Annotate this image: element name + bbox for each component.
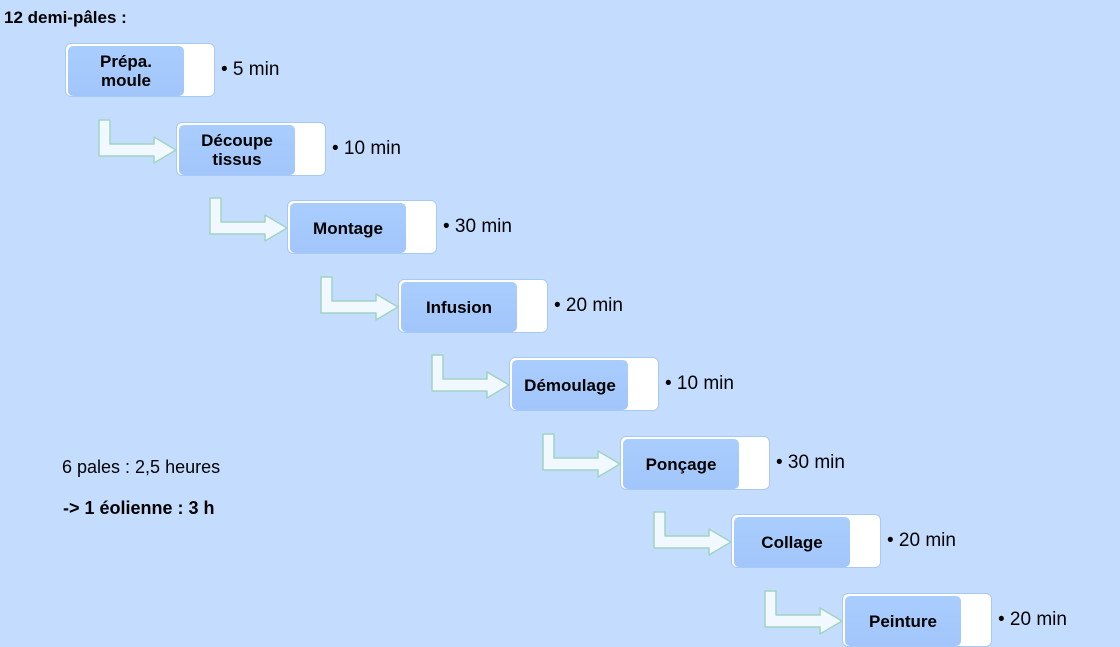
step-box: Découpe tissus	[176, 122, 326, 176]
bent-arrow-icon	[320, 276, 399, 321]
step-label: Montage	[290, 203, 406, 253]
step-label: Peinture	[845, 596, 961, 646]
step-box: Ponçage	[620, 436, 770, 490]
step-box: Collage	[731, 514, 881, 568]
step-label: Découpe tissus	[179, 125, 295, 175]
step-label: Infusion	[401, 282, 517, 332]
bent-arrow-icon	[98, 119, 177, 164]
step-duration: • 10 min	[665, 373, 734, 394]
step-box: Démoulage	[509, 357, 659, 411]
bent-arrow-icon	[542, 433, 621, 478]
step-duration: • 20 min	[887, 530, 956, 551]
step-box: Infusion	[398, 279, 548, 333]
bent-arrow-icon	[653, 511, 732, 556]
step-label: Ponçage	[623, 439, 739, 489]
step-duration: • 30 min	[776, 452, 845, 473]
step-duration: • 20 min	[998, 609, 1067, 630]
step-box: Montage	[287, 200, 437, 254]
bent-arrow-icon	[209, 197, 288, 242]
step-duration: • 10 min	[332, 138, 401, 159]
pales-time-note: 6 pales : 2,5 heures	[62, 457, 221, 477]
step-label: Collage	[734, 517, 850, 567]
step-box: Prépa. moule	[65, 43, 215, 97]
step-label: Prépa. moule	[68, 46, 184, 96]
diagram-title: 12 demi-pâles :	[4, 8, 127, 27]
step-duration: • 30 min	[443, 216, 512, 237]
step-duration: • 5 min	[221, 59, 280, 80]
step-label: Démoulage	[512, 360, 628, 410]
step-box: Peinture	[842, 593, 992, 647]
bent-arrow-icon	[764, 590, 843, 635]
eolienne-time-note: -> 1 éolienne : 3 h	[63, 498, 215, 518]
step-duration: • 20 min	[554, 295, 623, 316]
bent-arrow-icon	[431, 354, 510, 399]
